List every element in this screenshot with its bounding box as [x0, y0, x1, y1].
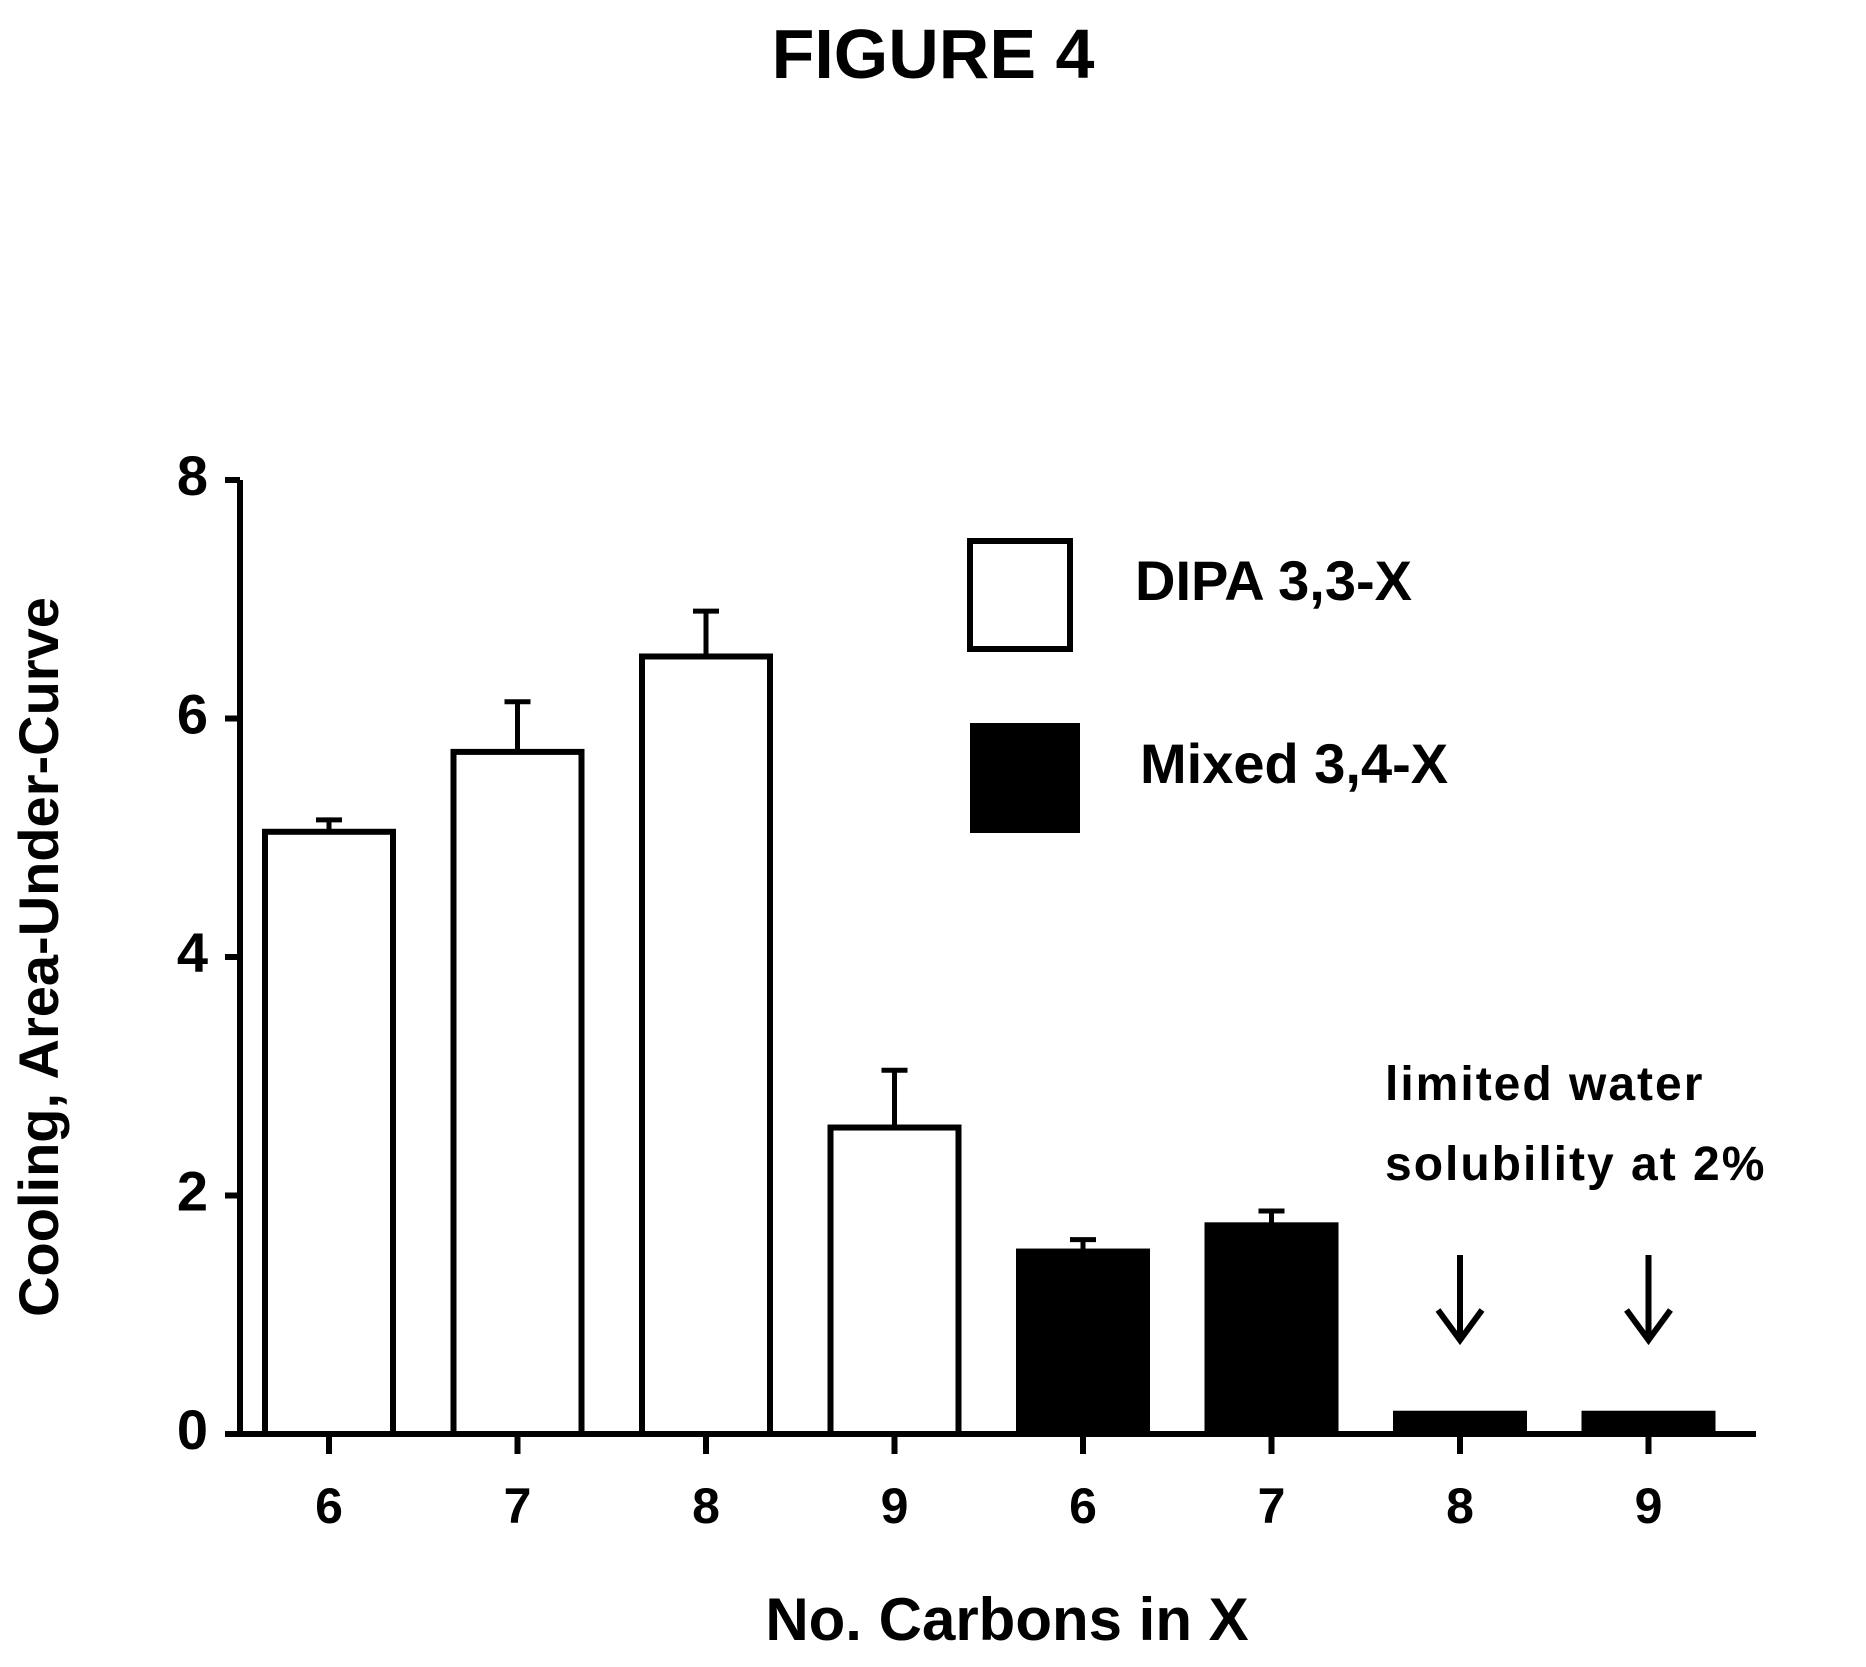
bar	[639, 653, 773, 1437]
x-tick-label: 6	[315, 1478, 343, 1534]
legend-label-dipa: DIPA 3,3-X	[1135, 549, 1412, 612]
x-axis-title: No. Carbons in X	[765, 1586, 1248, 1653]
x-tick-label: 8	[1446, 1478, 1474, 1534]
y-tick-label: 4	[177, 921, 208, 984]
figure-title: FIGURE 4	[771, 15, 1095, 93]
down-arrow-head	[1435, 1308, 1485, 1346]
legend-label-mixed: Mixed 3,4-X	[1140, 732, 1448, 795]
bar	[1581, 1410, 1716, 1438]
y-tick-label: 6	[177, 682, 208, 745]
bar	[1393, 1410, 1527, 1438]
y-tick-label: 2	[177, 1159, 208, 1222]
bar	[262, 828, 396, 1437]
x-tick-label: 9	[1635, 1478, 1663, 1534]
annotation-line-1: limited water	[1385, 1058, 1704, 1111]
bar	[450, 748, 585, 1437]
y-axis-title: Cooling, Area-Under-Curve	[7, 597, 70, 1317]
bar	[1016, 1248, 1150, 1437]
annotation-line-2: solubility at 2%	[1385, 1138, 1766, 1191]
bar	[1204, 1222, 1339, 1437]
legend-swatch-dipa	[967, 538, 1073, 652]
x-tick-label: 7	[504, 1478, 532, 1534]
bar	[827, 1124, 962, 1437]
down-arrow-head	[1624, 1308, 1673, 1346]
x-tick-label: 7	[1258, 1478, 1286, 1534]
solubility-annotation: limited water solubility at 2%	[1385, 1058, 1766, 1191]
x-tick-label: 6	[1069, 1478, 1097, 1534]
annotation-arrows	[1435, 1255, 1673, 1346]
y-tick-label: 8	[177, 444, 208, 507]
legend-swatch-mixed	[970, 723, 1080, 833]
y-tick-label: 0	[177, 1398, 208, 1461]
ticks-layer: 0 2 4 6 8 6 7 8 9 6 7 8 9	[177, 444, 1663, 1534]
bars-layer	[262, 608, 1716, 1438]
legend: DIPA 3,3-X Mixed 3,4-X	[967, 538, 1448, 833]
x-tick-label: 9	[881, 1478, 909, 1534]
x-tick-label: 8	[692, 1478, 720, 1534]
